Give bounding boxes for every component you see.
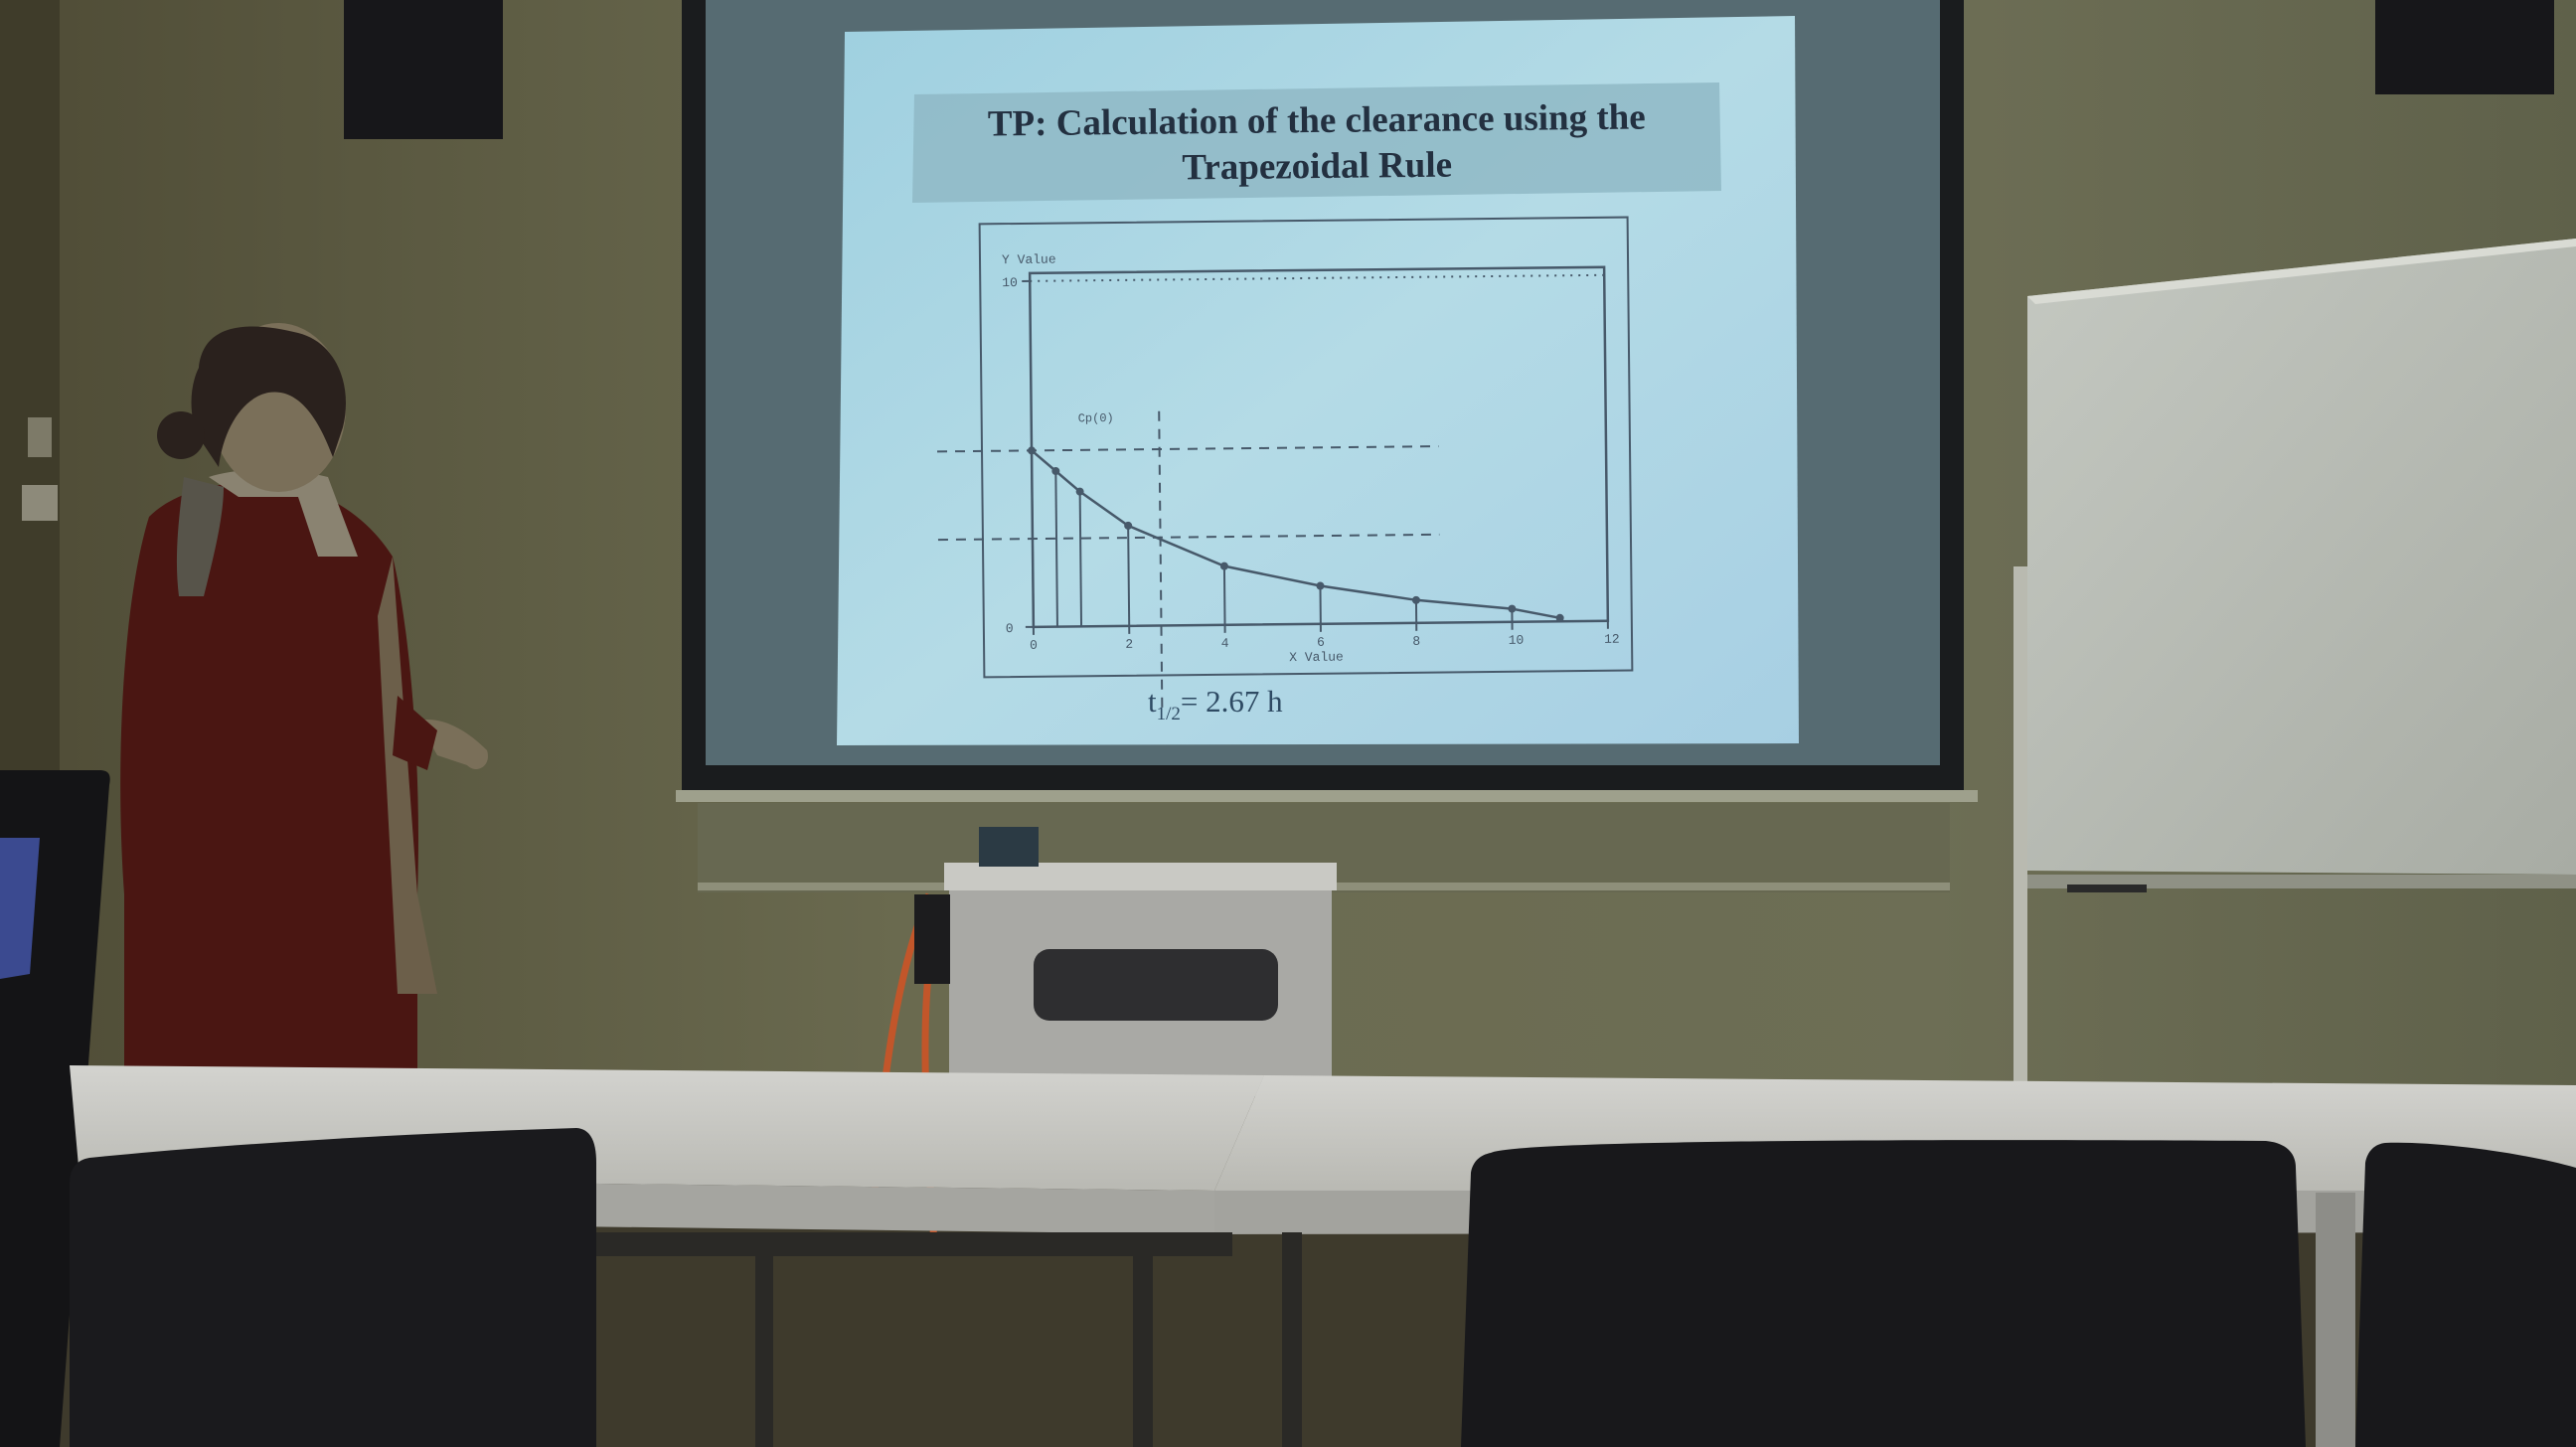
whiteboard-stand (2013, 566, 2027, 1083)
chart-trapezoid-side-0 (1031, 450, 1035, 627)
chart-point-0 (1028, 446, 1037, 455)
screen-housing (676, 790, 1978, 802)
chart-trapezoid-side-4 (1222, 565, 1226, 625)
chart-point-4 (1219, 562, 1228, 570)
chart-dashed-level-0 (937, 445, 1439, 453)
chart-x-tick-label-3: 6 (1317, 635, 1325, 650)
chart-point-6 (1411, 595, 1420, 604)
whiteboard-marker (2067, 884, 2147, 892)
lectern-handle-slot (1034, 949, 1278, 1021)
chart-point-8 (1555, 613, 1564, 622)
slide-title-line-2: Trapezoidal Rule (1182, 144, 1453, 189)
wall-socket (22, 485, 58, 521)
whiteboard-tray (2023, 875, 2576, 888)
chart-ylabel: Y Value (1002, 252, 1056, 268)
chart-dashed-level-1 (937, 533, 1440, 542)
chart-dashed-vertical-0 (1158, 410, 1164, 716)
whiteboard-frame (2027, 239, 2576, 304)
halflife-subscript: 1/2 (1156, 704, 1181, 724)
chart-x-tick-label-6: 12 (1604, 632, 1620, 647)
chart-point-1 (1051, 466, 1060, 475)
speaker-left (344, 0, 503, 139)
slide-chart: Y Value X Value Cp(0) 0 2 4 6 8 10 12 0 10 (937, 216, 1634, 716)
chart-point-2 (1075, 487, 1084, 496)
halflife-label: t1/2= 2.67 h (1148, 684, 1283, 725)
chart-point-3 (1124, 521, 1133, 530)
projector-device (979, 827, 1039, 867)
chart-trapezoid-side-1 (1054, 470, 1058, 627)
chart-x-tick-label-4: 8 (1412, 634, 1420, 649)
chart-x-tick-label-1: 2 (1125, 637, 1133, 652)
halflife-t: t (1148, 684, 1157, 719)
laptop-screen-glow (0, 838, 40, 979)
cable-plug (914, 894, 950, 984)
halflife-value: = 2.67 h (1180, 684, 1283, 719)
presenter (120, 323, 488, 1073)
chair-right-armrest (2316, 1193, 2355, 1447)
chair-left (70, 1128, 596, 1447)
chart-annotation-cp0: Cp(0) (1078, 411, 1114, 425)
slide-title: TP: Calculation of the clearance using t… (913, 85, 1719, 203)
table-leg-3 (755, 1232, 773, 1447)
chart-x-tick-label-5: 10 (1509, 633, 1525, 648)
slide-title-line-1: TP: Calculation of the clearance using t… (987, 96, 1646, 145)
chart-point-7 (1508, 604, 1517, 613)
chair-center (1461, 1140, 2306, 1447)
lectern-top (944, 863, 1337, 890)
chart-trapezoid-side-2 (1078, 491, 1083, 627)
chart-xlabel: X Value (1289, 650, 1344, 666)
chair-right (2355, 1142, 2576, 1447)
slide-title-box (912, 82, 1721, 203)
table-frame (596, 1232, 1232, 1256)
whiteboard (2027, 239, 2576, 875)
chart-y-tick-label-0: 0 (1006, 621, 1014, 636)
chart-x-tick-label-2: 4 (1221, 636, 1229, 651)
chart-ymax-line (1030, 273, 1605, 282)
chart-x-tick-label-0: 0 (1030, 638, 1038, 653)
chart-point-5 (1316, 581, 1325, 590)
chart-trapezoid-side-3 (1127, 525, 1131, 626)
table-leg (1133, 1232, 1153, 1447)
chart-y-tick-label-1: 10 (1002, 275, 1018, 290)
wall-socket-2 (28, 417, 52, 457)
table-leg-2 (1282, 1232, 1302, 1447)
speaker-right (2375, 0, 2554, 94)
